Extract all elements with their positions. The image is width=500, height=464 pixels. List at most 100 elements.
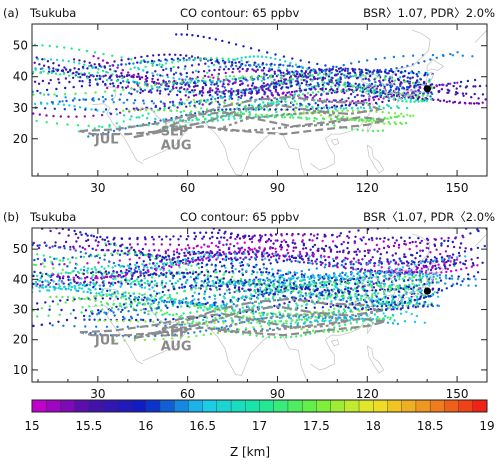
trajectory-point — [147, 302, 150, 305]
trajectory-point — [367, 308, 370, 311]
trajectory-point — [409, 100, 412, 103]
trajectory-point — [257, 49, 261, 52]
trajectory-point — [26, 118, 28, 120]
trajectory-point — [317, 299, 320, 302]
trajectory-point — [201, 89, 204, 93]
trajectory-point — [210, 241, 213, 245]
trajectory-point — [397, 78, 400, 82]
trajectory-point — [417, 61, 420, 65]
trajectory-point — [387, 301, 391, 304]
trajectory-point — [473, 92, 476, 96]
trajectory-point — [81, 65, 85, 69]
trajectory-point — [164, 252, 167, 255]
trajectory-point — [269, 281, 273, 284]
trajectory-point — [228, 95, 231, 98]
trajectory-point — [92, 55, 95, 58]
trajectory-point — [277, 289, 280, 292]
panel-b-trajectories — [25, 223, 487, 342]
trajectory-point — [349, 75, 352, 78]
trajectory-point — [470, 258, 473, 261]
trajectory-point — [171, 313, 175, 317]
trajectory-point — [99, 294, 102, 297]
trajectory-point — [75, 115, 78, 118]
trajectory-point — [342, 308, 346, 311]
trajectory-point — [87, 124, 90, 128]
trajectory-point — [25, 223, 27, 225]
trajectory-point — [409, 114, 412, 118]
trajectory-point — [178, 252, 181, 255]
trajectory-point — [62, 275, 65, 278]
trajectory-point — [155, 269, 158, 272]
trajectory-point — [39, 284, 42, 287]
trajectory-point — [53, 107, 56, 111]
trajectory-point — [395, 307, 399, 310]
trajectory-point — [120, 249, 123, 253]
trajectory-point — [143, 266, 146, 269]
trajectory-point — [268, 69, 272, 72]
trajectory-point — [271, 273, 275, 276]
trajectory-point — [58, 263, 61, 266]
trajectory-point — [58, 232, 61, 235]
trajectory-point — [223, 297, 226, 300]
trajectory-point — [326, 92, 330, 95]
trajectory-point — [199, 330, 202, 333]
trajectory-point — [180, 332, 183, 336]
trajectory-point — [113, 339, 116, 342]
trajectory-point — [349, 298, 352, 302]
trajectory-point — [143, 286, 147, 289]
trajectory-point — [323, 77, 327, 80]
trajectory-point — [208, 237, 212, 240]
trajectory-point — [399, 83, 402, 86]
trajectory-point — [248, 333, 252, 337]
trajectory-point — [365, 101, 368, 105]
trajectory-point — [240, 89, 243, 92]
trajectory-point — [412, 96, 415, 100]
trajectory-point — [34, 263, 38, 267]
trajectory-point — [328, 72, 331, 76]
trajectory-point — [144, 83, 147, 87]
trajectory-point — [192, 98, 196, 102]
trajectory-point — [124, 252, 127, 255]
trajectory-point — [270, 74, 273, 77]
trajectory-point — [426, 242, 429, 245]
trajectory-point — [205, 307, 209, 310]
trajectory-point — [206, 59, 210, 62]
trajectory-point — [69, 271, 72, 275]
trajectory-point — [60, 308, 63, 312]
trajectory-point — [329, 85, 333, 88]
trajectory-point — [410, 253, 413, 257]
trajectory-point — [257, 290, 260, 293]
trajectory-point — [32, 324, 35, 328]
trajectory-point — [423, 74, 426, 77]
trajectory-point — [259, 278, 262, 281]
trajectory-point — [66, 70, 70, 74]
trajectory-point — [275, 259, 278, 262]
trajectory-point — [262, 311, 266, 314]
trajectory-point — [313, 306, 316, 309]
trajectory-point — [215, 288, 219, 292]
trajectory-point — [215, 82, 218, 85]
trajectory-point — [155, 63, 159, 67]
trajectory-point — [72, 278, 76, 281]
trajectory-point — [163, 285, 167, 288]
trajectory-point — [405, 100, 408, 103]
trajectory-point — [404, 70, 407, 73]
trajectory-point — [342, 295, 345, 298]
trajectory-point — [214, 275, 217, 279]
trajectory-point — [47, 283, 50, 286]
trajectory-point — [141, 89, 144, 93]
trajectory-point — [355, 268, 358, 271]
trajectory-point — [366, 280, 370, 283]
trajectory-point — [161, 290, 164, 294]
trajectory-point — [295, 70, 298, 73]
trajectory-point — [332, 113, 335, 116]
trajectory-point — [401, 99, 404, 103]
trajectory-point — [319, 76, 322, 79]
trajectory-point — [32, 93, 35, 96]
trajectory-point — [254, 285, 257, 288]
trajectory-point — [350, 287, 353, 290]
trajectory-point — [96, 313, 99, 316]
trajectory-point — [206, 120, 209, 124]
trajectory-point — [367, 78, 370, 81]
